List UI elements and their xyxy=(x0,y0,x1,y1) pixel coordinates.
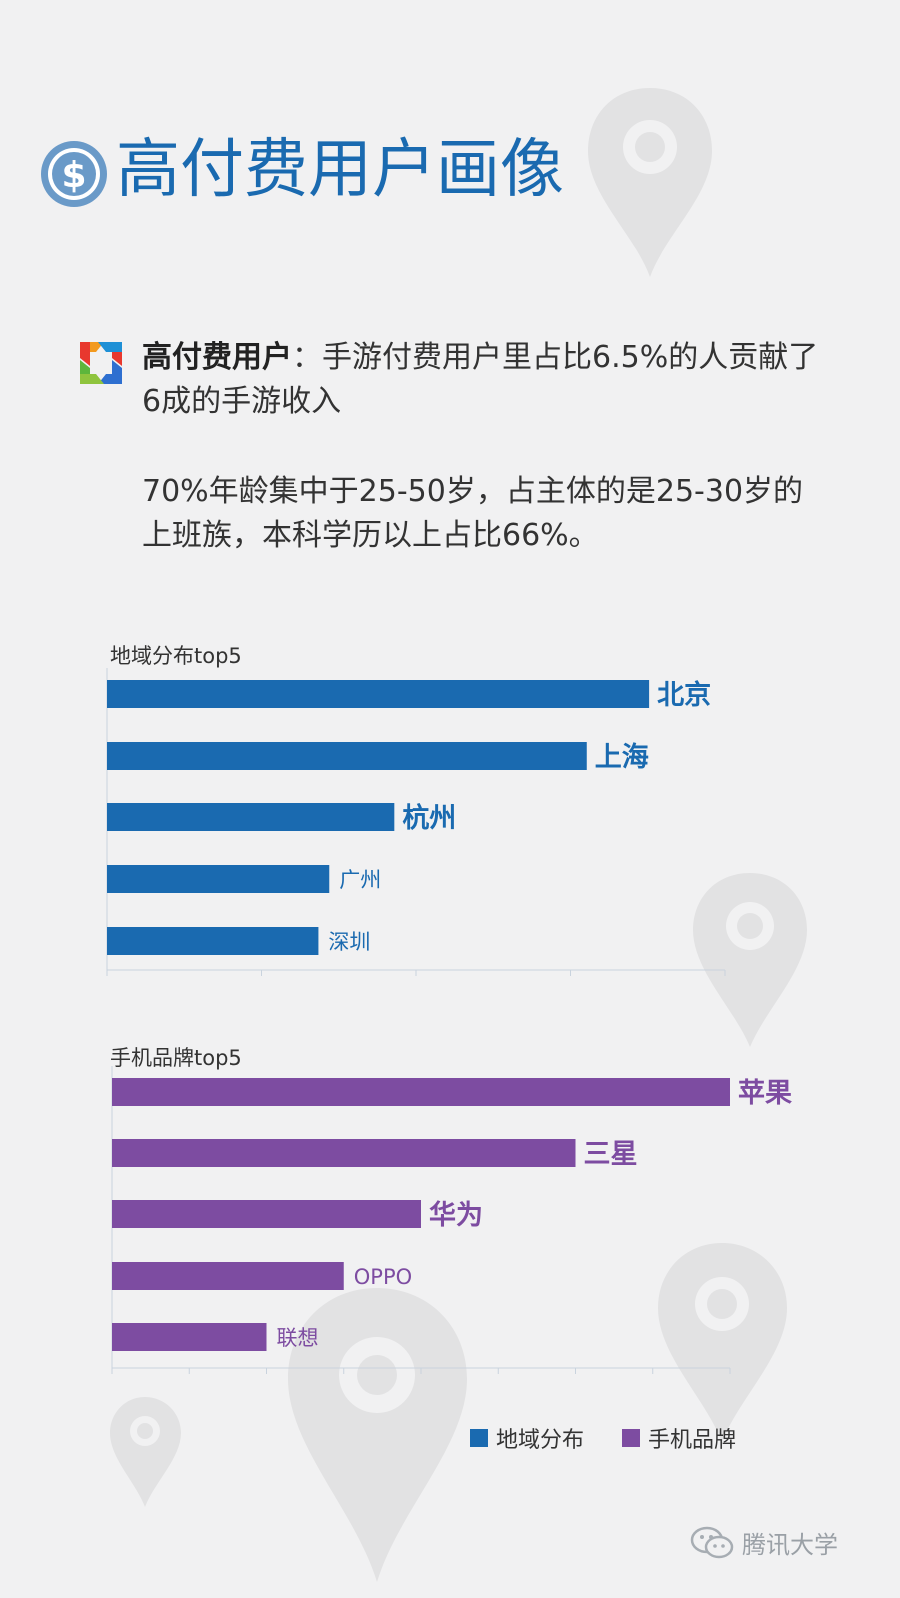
bar xyxy=(107,927,319,955)
bar xyxy=(107,742,587,770)
colorful-pinwheel-icon xyxy=(80,342,122,384)
legend-label-brand: 手机品牌 xyxy=(648,1428,737,1453)
bar-label: 北京 xyxy=(657,679,711,711)
bar xyxy=(112,1323,267,1351)
legend-item-region: 地域分布 xyxy=(470,1422,584,1454)
bar-label: 杭州 xyxy=(402,802,456,834)
svg-text:$: $ xyxy=(61,155,86,196)
legend-swatch-region xyxy=(470,1429,488,1447)
page-title: 高付费用户画像 xyxy=(116,133,564,207)
intro-lead: 高付费用户 xyxy=(142,340,292,375)
wechat-icon xyxy=(690,1526,734,1558)
bar-label: 上海 xyxy=(595,742,649,773)
bar xyxy=(107,865,330,893)
intro-paragraph: 高付费用户：手游付费用户里占比6.5%的人贡献了6成的手游收入 xyxy=(142,336,822,424)
map-pin-icon xyxy=(693,873,807,1047)
legend-item-brand: 手机品牌 xyxy=(622,1422,736,1454)
watermark: 腾讯大学 xyxy=(690,1525,838,1560)
bar-label: 深圳 xyxy=(328,930,370,954)
chart-title-region: 地域分布top5 xyxy=(110,644,242,668)
legend-label-region: 地域分布 xyxy=(496,1428,585,1453)
bar-label: 三星 xyxy=(584,1139,638,1170)
bar xyxy=(112,1078,730,1106)
chart-title-brand: 手机品牌top5 xyxy=(110,1046,242,1070)
bar-label: 广州 xyxy=(339,868,381,892)
bar xyxy=(112,1200,421,1228)
map-pin-icon xyxy=(588,88,712,277)
legend-swatch-brand xyxy=(622,1429,640,1447)
map-pin-icon xyxy=(288,1288,467,1582)
bar-label: 华为 xyxy=(429,1199,483,1231)
dollar-coin-icon: $ xyxy=(41,141,107,207)
map-pin-icon xyxy=(110,1397,181,1507)
bar xyxy=(107,803,395,831)
bar xyxy=(107,680,650,708)
bar-label: 苹果 xyxy=(738,1078,792,1109)
intro-paragraph-2: 70%年龄集中于25-50岁，占主体的是25-30岁的上班族，本科学历以上占比6… xyxy=(142,474,804,553)
intro-text: ：手游付费用户里占比6.5%的人贡献了6成的手游收入 xyxy=(142,340,819,419)
map-pin-icon xyxy=(658,1243,787,1442)
bar xyxy=(112,1139,576,1167)
watermark-text: 腾讯大学 xyxy=(742,1531,838,1559)
